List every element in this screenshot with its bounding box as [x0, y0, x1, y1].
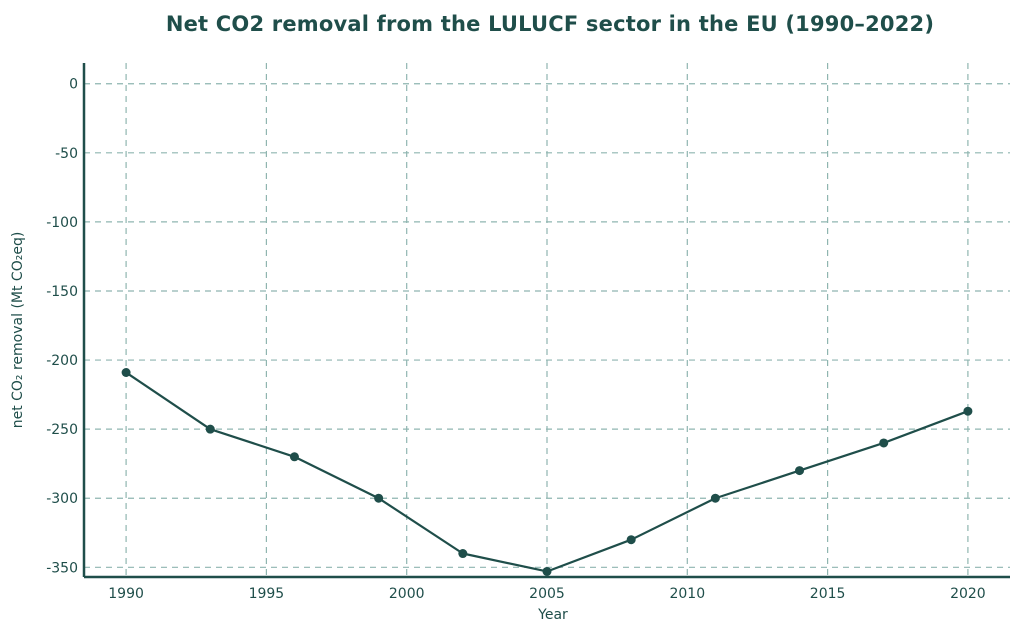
y-tick-label: -100 [46, 215, 78, 231]
y-tick-label: -250 [46, 422, 78, 438]
grid [84, 63, 1010, 577]
y-tick-label: -150 [46, 284, 78, 300]
data-point [879, 438, 889, 448]
y-tick-label: -200 [46, 353, 78, 369]
x-tick-label: 2005 [529, 586, 565, 602]
y-tick-label: -300 [46, 491, 78, 507]
data-point [205, 424, 215, 434]
data-point [795, 466, 805, 476]
y-tick-label: 0 [69, 77, 78, 93]
x-tick-label: 2010 [669, 586, 705, 602]
data-point [289, 452, 299, 462]
series [121, 368, 973, 576]
data-point [121, 368, 131, 378]
data-point [374, 493, 384, 503]
x-tick-label: 1995 [249, 586, 285, 602]
tick-labels: 1990 1995 2000 2005 2010 2015 2020 0 -50 -100 -150… [46, 77, 986, 602]
x-tick-label: 2015 [810, 586, 846, 602]
data-point [710, 493, 720, 503]
y-tick-label: -350 [46, 560, 78, 576]
y-tick-label: -50 [55, 146, 78, 162]
axes [82, 63, 1010, 579]
data-point [963, 406, 973, 416]
x-tick-label: 2020 [950, 586, 986, 602]
y-axis-label: net CO₂ removal (Mt CO₂eq) [10, 232, 26, 429]
data-point [626, 535, 636, 545]
data-point [542, 566, 552, 576]
x-axis-label: Year [537, 607, 568, 623]
data-point [458, 549, 468, 559]
x-tick-label: 1990 [108, 586, 144, 602]
chart-title: Net CO2 removal from the LULUCF sector i… [165, 12, 935, 36]
x-tick-label: 2000 [389, 586, 425, 602]
